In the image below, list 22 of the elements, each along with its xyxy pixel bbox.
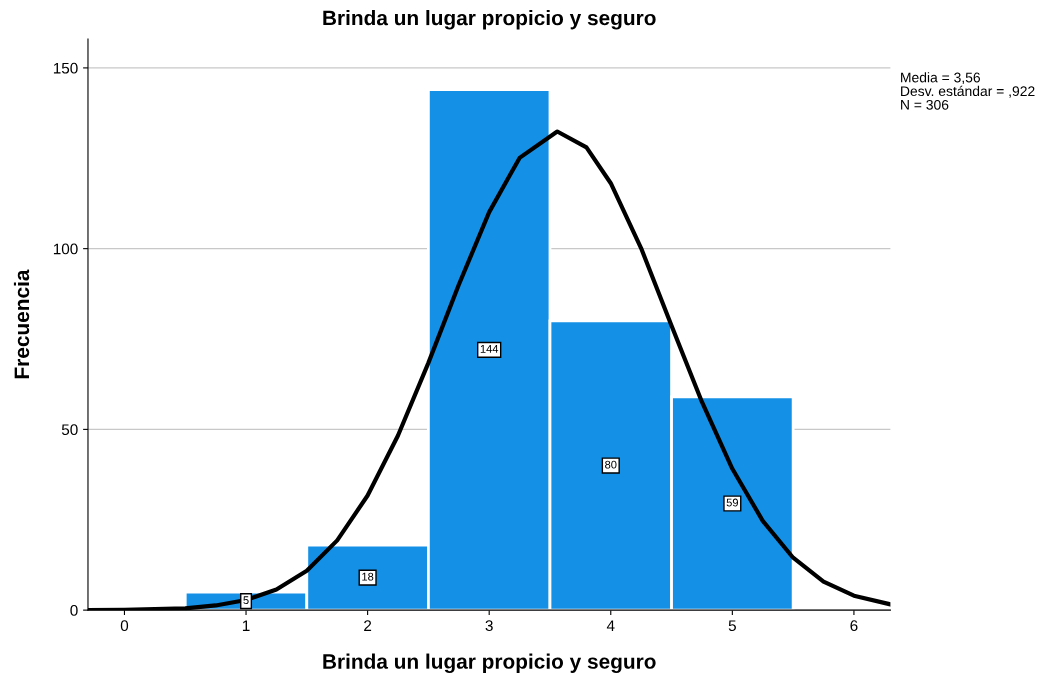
y-tick-label: 100 <box>53 243 78 255</box>
y-tick-label: 50 <box>61 424 78 436</box>
text: N = 306 <box>901 99 949 110</box>
x-tick-label: 0 <box>120 620 129 632</box>
data-label: 18 <box>362 572 374 581</box>
y-tick-label: 150 <box>53 62 78 74</box>
chart-title: Brinda un lugar propicio y seguro <box>323 10 656 30</box>
data-label: 80 <box>605 460 617 469</box>
x-tick-label: 5 <box>728 620 736 632</box>
data-label: 5 <box>243 596 249 605</box>
y-axis-title: Frecuencia <box>13 269 30 379</box>
text: Media = 3,56 <box>901 72 981 85</box>
data-label: 144 <box>480 345 499 353</box>
y-tick-label: 0 <box>70 605 78 616</box>
x-tick-label: 1 <box>242 620 250 631</box>
x-axis-title: Brinda un lugar propicio y seguro <box>323 653 656 674</box>
x-tick-label: 2 <box>364 620 372 631</box>
x-tick-label: 3 <box>485 620 493 632</box>
data-label: 59 <box>726 498 738 507</box>
x-tick-label: 4 <box>606 620 615 631</box>
x-tick-label: 6 <box>850 620 858 632</box>
text: Desv. estándar = ,922 <box>901 85 1035 98</box>
